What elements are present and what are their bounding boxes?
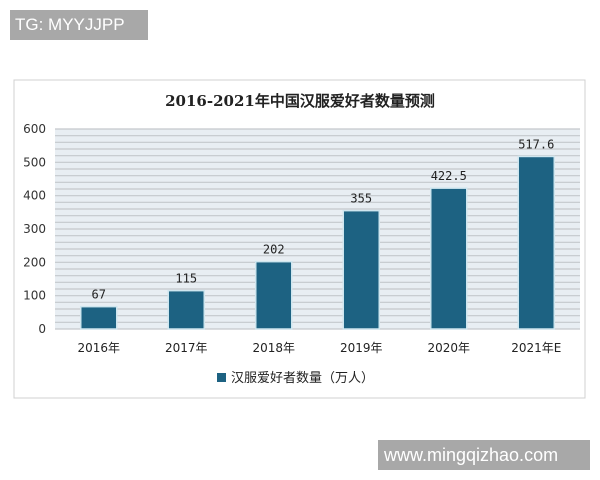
bars: 67 115 202 355 422.5 517.6 <box>80 137 555 330</box>
watermark-top-left: TG: MYYJJPP <box>10 10 148 40</box>
legend-label: 汉服爱好者数量（万人） <box>231 371 374 386</box>
x-tick-label: 2018年 <box>252 341 295 355</box>
y-tick-label: 100 <box>23 289 46 303</box>
data-label: 202 <box>263 243 285 257</box>
bar <box>255 260 293 330</box>
watermark-bottom-right: www.mingqizhao.com <box>378 440 590 470</box>
y-tick-label: 0 <box>38 322 46 336</box>
x-tick-label: 2021年E <box>511 341 561 355</box>
x-tick-label: 2019年 <box>340 341 383 355</box>
bar <box>167 289 205 330</box>
y-tick-label: 400 <box>23 189 46 203</box>
bar <box>80 305 118 330</box>
data-label: 67 <box>92 288 106 302</box>
bar <box>430 187 468 330</box>
x-tick-label: 2020年 <box>427 341 470 355</box>
chart-title: 2016-2021年中国汉服爱好者数量预测 <box>165 92 435 110</box>
x-tick-label: 2017年 <box>165 341 208 355</box>
legend: 汉服爱好者数量（万人） <box>217 371 374 386</box>
y-axis: 0 100 200 300 400 500 600 <box>23 122 46 336</box>
data-label: 355 <box>350 192 372 206</box>
bar <box>342 209 380 330</box>
y-tick-label: 500 <box>23 155 46 169</box>
data-label: 517.6 <box>518 137 554 151</box>
y-tick-label: 300 <box>23 222 46 236</box>
y-tick-label: 200 <box>23 255 46 269</box>
data-label: 115 <box>175 272 197 286</box>
x-axis: 2016年 2017年 2018年 2019年 2020年 2021年E <box>77 341 561 355</box>
data-label: 422.5 <box>431 169 467 183</box>
legend-swatch <box>217 373 226 382</box>
grid <box>55 128 580 330</box>
bar <box>517 155 555 330</box>
x-tick-label: 2016年 <box>77 341 120 355</box>
y-tick-label: 600 <box>23 122 46 136</box>
